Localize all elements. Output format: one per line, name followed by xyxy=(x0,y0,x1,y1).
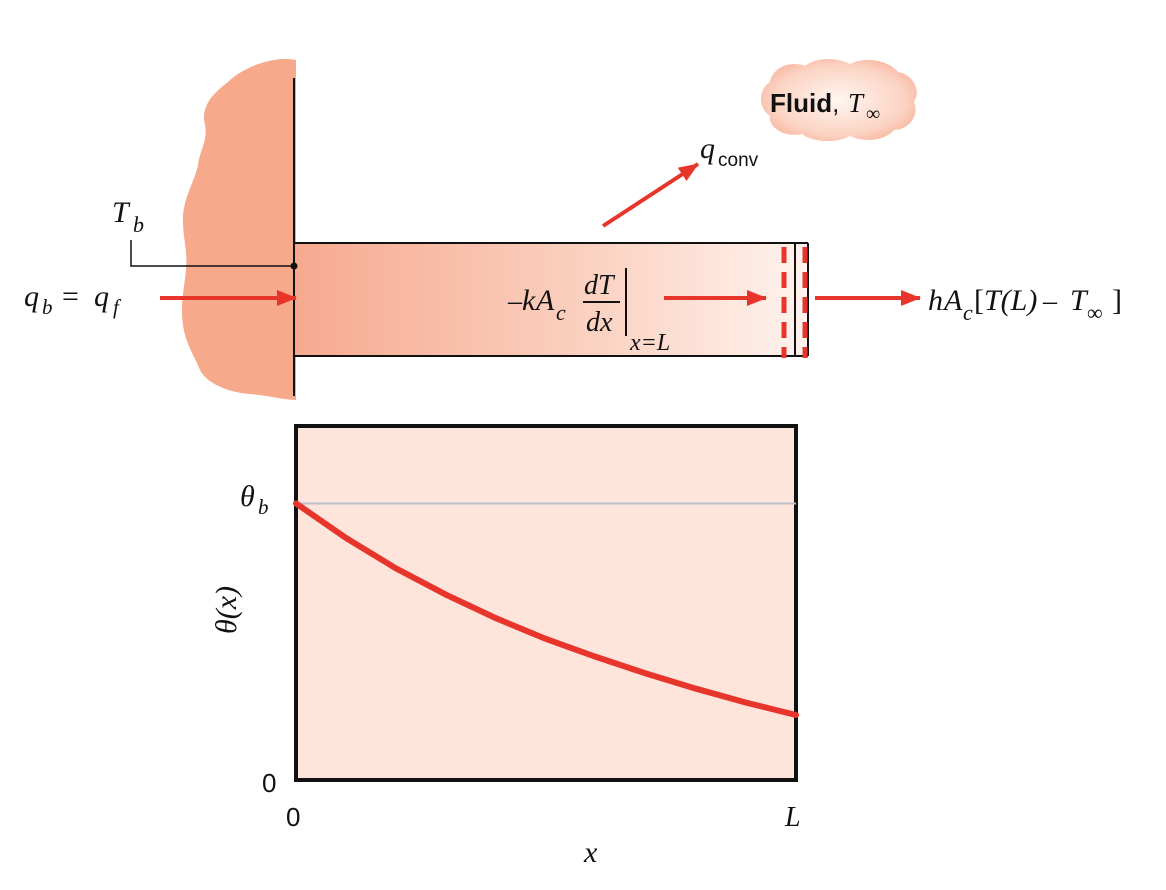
tip-A: A xyxy=(534,284,555,317)
fluid-cloud xyxy=(761,59,917,142)
tipconv-bracket-open: [ xyxy=(974,284,984,317)
tb-leader xyxy=(130,240,294,267)
q-conv-q: q xyxy=(700,132,715,165)
x-axis-label: x xyxy=(583,836,598,869)
q-conv-arrow xyxy=(601,162,700,228)
tipconv-TL: T(L) xyxy=(984,284,1037,317)
base-wall xyxy=(181,59,296,400)
tb-point xyxy=(290,262,298,270)
fluid-temp-T: T xyxy=(848,88,865,118)
qb-sub: b xyxy=(42,295,53,319)
tip-x-eq-L: x=L xyxy=(629,330,670,356)
tip-c: c xyxy=(556,300,566,325)
y-axis-label: θ(x) xyxy=(210,586,243,634)
tip-dx: dx xyxy=(586,307,613,338)
tipconv-inf: ∞ xyxy=(1087,300,1103,325)
q-conv-sub: conv xyxy=(718,150,759,171)
tip-minus: – xyxy=(507,286,523,317)
theta-b-tick-sub: b xyxy=(258,495,269,519)
theta-plot: θ b 0 0 L x θ(x) xyxy=(210,424,801,869)
qf-q: q xyxy=(94,280,109,313)
fluid-label: Fluid, xyxy=(770,88,839,118)
tipconv-bracket-close: ] xyxy=(1112,284,1122,317)
tip-k: k xyxy=(522,284,536,317)
x-zero-tick: 0 xyxy=(286,802,300,832)
tb-T: T xyxy=(112,196,131,229)
fluid-temp-inf: ∞ xyxy=(866,103,880,125)
tipconv-minus: – xyxy=(1042,286,1058,317)
x-end-tick: L xyxy=(784,802,801,833)
qf-sub: f xyxy=(113,295,122,319)
tip-dT: dT xyxy=(584,270,616,301)
tb-sub: b xyxy=(133,212,144,237)
theta-curve xyxy=(293,500,799,718)
y-zero-tick: 0 xyxy=(262,768,276,798)
tipconv-c: c xyxy=(963,300,973,325)
theta-b-tick-theta: θ xyxy=(240,480,255,513)
plot-area xyxy=(294,424,798,782)
qb-eq: = xyxy=(62,280,79,313)
tipconv-A: A xyxy=(942,284,963,317)
tipconv-h: h xyxy=(928,284,943,317)
tipconv-T: T xyxy=(1070,284,1089,317)
qb-q: q xyxy=(24,280,39,313)
